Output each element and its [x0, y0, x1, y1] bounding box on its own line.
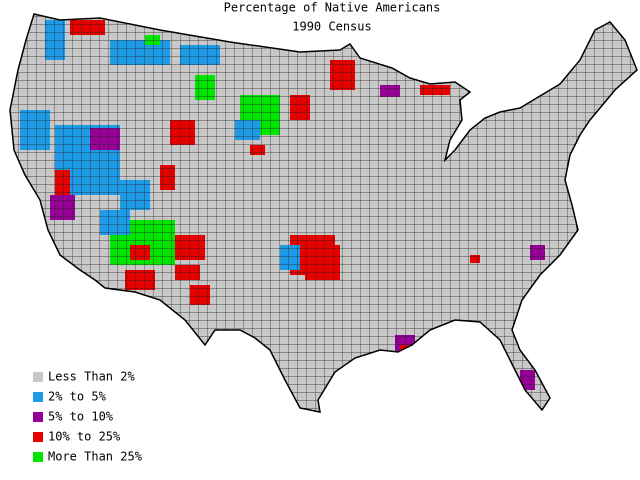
- legend-label: 5% to 10%: [48, 410, 114, 424]
- legend-label: 2% to 5%: [48, 390, 107, 404]
- us-outline: [9, 13, 638, 413]
- legend-label: More Than 25%: [48, 450, 143, 464]
- legend: Less Than 2% 2% to 5% 5% to 10% 10% to 25% M…: [33, 370, 143, 464]
- legend-swatch: [33, 392, 43, 402]
- legend-swatch: [33, 412, 43, 422]
- legend-swatch: [33, 452, 43, 462]
- legend-label: 10% to 25%: [48, 430, 121, 444]
- legend-swatch: [33, 432, 43, 442]
- map-title: Percentage of Native Americans: [224, 1, 441, 15]
- legend-swatch: [33, 372, 43, 382]
- legend-label: Less Than 2%: [48, 370, 135, 384]
- map-subtitle: 1990 Census: [292, 20, 371, 34]
